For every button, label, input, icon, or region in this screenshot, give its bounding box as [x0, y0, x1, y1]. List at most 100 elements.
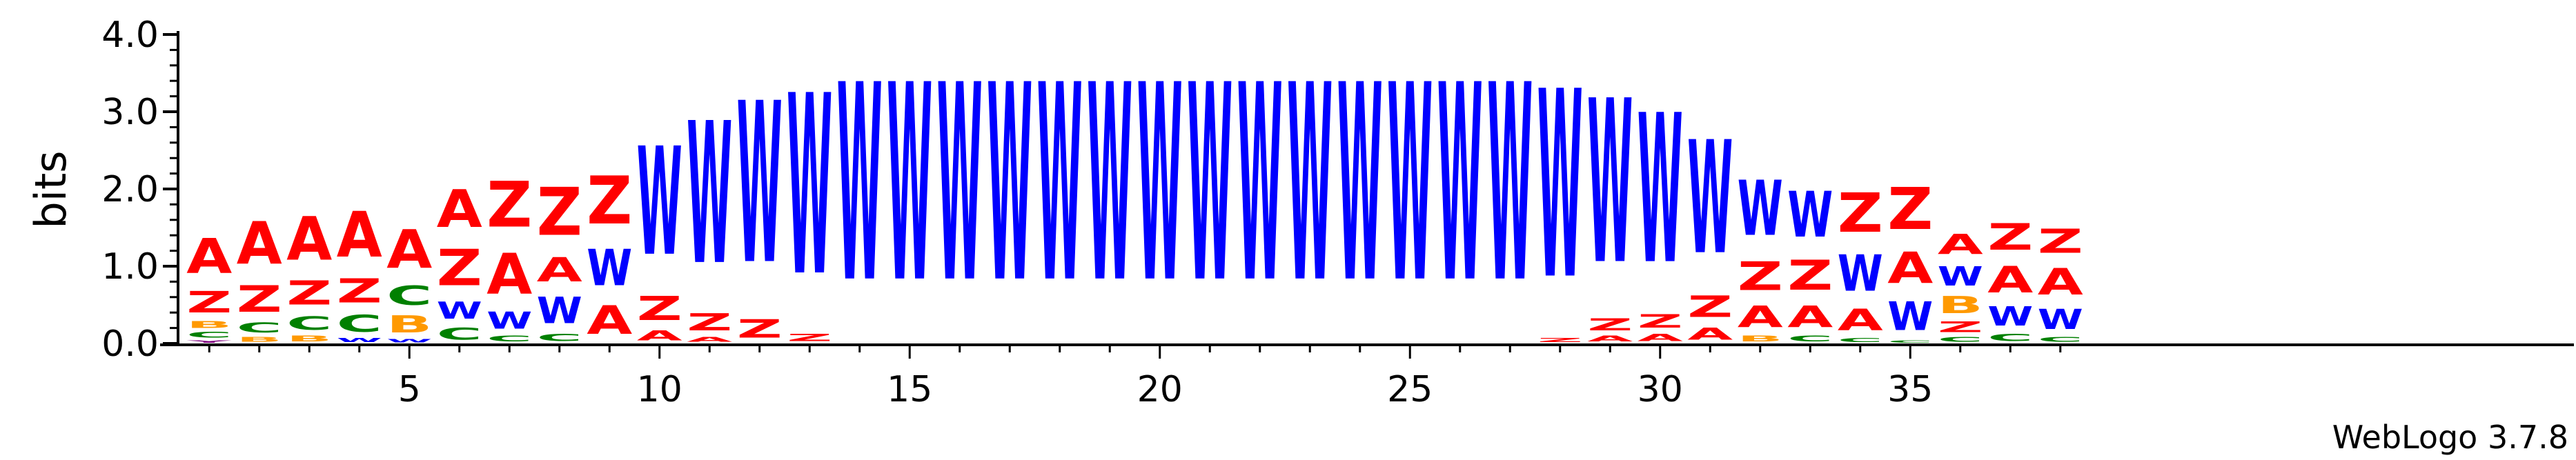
logo-letter-w: W [1437, 28, 1483, 343]
logo-letter-z: Z [237, 278, 282, 321]
logo-letter-z: Z [1838, 182, 1883, 245]
y-tick-label: 0.0 [101, 323, 159, 365]
logo-letter-z: Z [486, 169, 532, 241]
logo-letter-z: Z [1987, 216, 2033, 259]
logo-letter-z: Z [286, 274, 332, 312]
logo-letter-a: A [386, 219, 432, 281]
logo-letter-z: Z [1787, 252, 1833, 300]
logo-letter-w: W [837, 28, 883, 343]
logo-letter-w: W [1387, 28, 1433, 343]
logo-letter-z: Z [787, 332, 832, 344]
logo-letter-c: C [1938, 336, 1983, 343]
logo-letter-w: W [1987, 301, 2033, 332]
x-tick-label: 35 [1887, 369, 1933, 410]
logo-letter-w: W [787, 43, 832, 331]
logo-letter-a: A [537, 252, 583, 290]
x-tick-label: 20 [1137, 369, 1183, 410]
logo-letter-a: A [1787, 299, 1833, 334]
logo-letter-c: C [486, 334, 532, 343]
logo-letter-c: C [1838, 337, 1883, 343]
logo-letter-w: W [1337, 28, 1383, 343]
logo-letter-w: W [1287, 28, 1333, 343]
logo-letter-a: A [437, 179, 482, 239]
logo-letter-z: Z [687, 309, 732, 336]
logo-letter-a: A [1987, 259, 2033, 301]
logo-letter-w: W [1537, 38, 1583, 337]
logo-letter-w: W [1687, 108, 1733, 289]
y-tick-label: 3.0 [101, 92, 159, 133]
logo-letter-a: A [337, 198, 382, 271]
logo-letter-c: C [1887, 339, 1933, 343]
logo-letter-a: A [687, 336, 732, 343]
x-tick-label: 15 [887, 369, 932, 410]
logo-letter-z: Z [587, 163, 632, 240]
logo-letter-z: Z [537, 174, 582, 251]
logo-letter-a: A [237, 210, 282, 277]
logo-letter-b: B [237, 336, 282, 343]
logo-letter-w: W [687, 83, 732, 309]
logo-letter-b: B [186, 319, 232, 330]
logo-letter-z: Z [1537, 337, 1583, 343]
logo-letter-w: W [1938, 261, 1983, 292]
logo-letter-z: Z [2038, 223, 2083, 261]
logo-letter-a: A [1687, 324, 1733, 343]
logo-letter-c: C [2038, 336, 2083, 343]
logo-letter-z: Z [337, 272, 382, 310]
logo-letter-b: B [286, 334, 332, 343]
logo-letter-w: W [1087, 28, 1132, 343]
logo-letter-z: Z [1587, 315, 1633, 334]
logo-letter-w: W [1587, 54, 1633, 314]
logo-letter-w: W [1838, 245, 1883, 303]
logo-letter-w: W [537, 290, 582, 332]
y-tick-label: 2.0 [101, 169, 159, 210]
logo-letter-c: C [1787, 334, 1833, 343]
logo-letter-b: B [1938, 292, 1983, 319]
logo-letter-w: W [987, 28, 1032, 343]
logo-letter-c: C [437, 324, 482, 343]
logo-letter-w: W [1787, 179, 1833, 252]
logo-letter-c: C [286, 312, 332, 334]
logo-glyph-layer: YCBZABCZABCZAWCZAWBCACWZACWAZCWAZAWZAZWA… [186, 28, 2083, 343]
credit-label: WebLogo 3.7.8 [2332, 419, 2568, 456]
logo-letter-w: W [737, 57, 783, 314]
logo-letter-z: Z [1687, 290, 1733, 324]
logo-letter-a: A [286, 205, 332, 274]
y-tick-label: 4.0 [101, 14, 159, 56]
logo-letter-c: C [237, 321, 282, 336]
logo-letter-z: Z [637, 290, 682, 328]
logo-letter-a: A [637, 328, 682, 343]
y-tick-label: 1.0 [101, 246, 159, 288]
logo-letter-w: W [2038, 304, 2083, 337]
logo-letter-w: W [587, 239, 632, 297]
logo-letter-w: W [1037, 28, 1083, 343]
logo-letter-w: W [1487, 28, 1533, 343]
logo-letter-a: A [1838, 303, 1883, 337]
logo-letter-z: Z [437, 240, 482, 297]
logo-letter-w: W [1887, 294, 1933, 340]
logo-letter-w: W [1237, 28, 1283, 343]
y-axis-label: bits [26, 150, 76, 228]
logo-letter-w: W [1187, 28, 1232, 343]
logo-letter-y: Y [186, 339, 232, 343]
logo-letter-a: A [1938, 228, 1984, 261]
logo-letter-w: W [437, 298, 482, 325]
logo-letter-c: C [337, 310, 382, 337]
x-tick-label: 30 [1638, 369, 1683, 410]
logo-letter-a: A [1887, 243, 1933, 294]
logo-letter-b: B [1738, 334, 1783, 343]
logo-letter-a: A [1638, 332, 1683, 343]
x-tick-label: 5 [398, 369, 421, 410]
logo-letter-w: W [1738, 165, 1783, 253]
logo-letter-a: A [1587, 334, 1633, 343]
logo-letter-a: A [2038, 261, 2083, 303]
logo-letter-w: W [887, 28, 932, 343]
logo-letter-w: W [486, 308, 532, 334]
logo-letter-z: Z [737, 314, 783, 343]
logo-letter-w: W [1638, 72, 1683, 310]
logo-letter-w: W [337, 337, 382, 343]
logo-letter-c: C [186, 330, 232, 339]
x-tick-label: 10 [637, 369, 682, 410]
axes [160, 31, 2574, 359]
logo-letter-z: Z [1938, 319, 1983, 336]
logo-letter-w: W [937, 28, 983, 343]
